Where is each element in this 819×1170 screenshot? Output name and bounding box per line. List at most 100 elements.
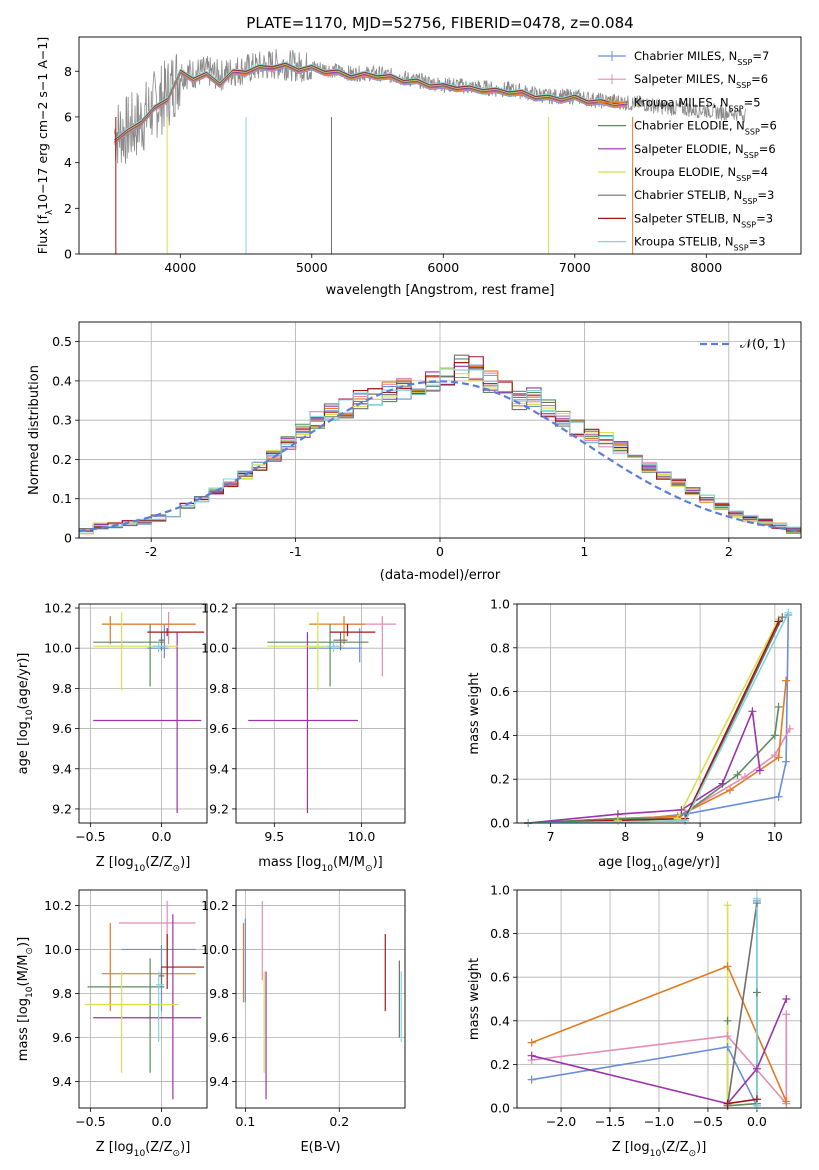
y-tick-label: 9.8 <box>52 986 72 1001</box>
y-tick-label: 9.8 <box>52 681 72 696</box>
weight-point-marker <box>784 608 793 617</box>
y-tick-label: 10.2 <box>201 601 229 616</box>
x-tick-label: 0.0 <box>152 1114 172 1129</box>
weight-point-marker <box>726 786 734 795</box>
y-tick-label: 0.1 <box>52 491 72 506</box>
weight-line <box>528 706 780 823</box>
weight-point-marker <box>782 1010 791 1019</box>
weight-point-marker <box>774 792 783 801</box>
spectrum-model-line <box>114 67 628 145</box>
y-tick-label: 0 <box>64 247 72 262</box>
x-tick-label: −1.5 <box>595 1114 625 1129</box>
weight-point-marker <box>774 702 783 711</box>
spectrum-model-line <box>114 65 628 143</box>
x-axis-label: Z [log10(Z/Z⊙)] <box>96 855 191 874</box>
legend-label: Salpeter MILES, NSSP=6 <box>634 72 768 90</box>
weight-point-marker <box>752 988 761 997</box>
normal-curve-line <box>79 380 801 533</box>
x-tick-label: 8000 <box>690 260 722 275</box>
y-tick-label: 10.2 <box>44 898 72 913</box>
weight-line <box>528 708 761 823</box>
weight-point-marker <box>681 816 690 825</box>
y-tick-label: 10.0 <box>44 942 72 957</box>
panel-mass-vs-z: −0.5 0.0 9.4 9.6 9.8 10.0 10.2 Z [log10(Z/Z⊙)] m… <box>16 889 208 1159</box>
panel-age-vs-z: −0.5 0.0 9.2 9.4 9.6 9.8 10.0 10.2 Z [log10(Z/Z⊙… <box>16 601 208 874</box>
spectrum-model-line <box>114 65 628 144</box>
weight-point-marker <box>782 1097 791 1106</box>
y-tick-label: 0.0 <box>490 816 510 831</box>
legend-label: Kroupa ELODIE, NSSP=4 <box>634 165 768 183</box>
x-tick-label: 9 <box>696 829 704 844</box>
legend-label: Kroupa MILES, NSSP=5 <box>634 95 761 113</box>
axes-frame <box>235 603 406 824</box>
y-tick-label: 0.0 <box>490 1101 510 1116</box>
y-tick-label: 0.8 <box>490 926 510 941</box>
y-tick-label: 9.4 <box>209 761 229 776</box>
y-tick-label: 8 <box>64 64 72 79</box>
spectrum-model-line <box>114 64 628 142</box>
weight-point-marker <box>718 779 727 788</box>
y-tick-label: 10.2 <box>44 601 72 616</box>
panel-spectrum: 4000 5000 6000 7000 8000 0 2 4 6 8 wavelength [Ang… <box>35 36 802 298</box>
weight-point-marker <box>723 1042 732 1051</box>
weight-point-marker <box>755 766 764 775</box>
y-tick-label: 9.8 <box>209 986 229 1001</box>
x-axis-label: mass [log10(M/M⊙)] <box>258 855 382 874</box>
y-tick-label: 6 <box>64 109 72 124</box>
weight-point-marker <box>782 676 791 685</box>
y-tick-label: 0.2 <box>52 452 72 467</box>
spectrum-model-line <box>114 66 628 145</box>
weight-point-marker <box>613 816 622 825</box>
weight-point-marker <box>673 814 682 823</box>
x-tick-label: 0 <box>436 544 444 559</box>
weight-point-marker <box>733 770 742 779</box>
x-tick-label: −0.5 <box>75 1114 105 1129</box>
x-tick-label: -1 <box>289 544 301 559</box>
weight-point-marker <box>778 613 787 622</box>
y-tick-label: 9.4 <box>209 1074 229 1089</box>
y-tick-label: 9.2 <box>209 801 229 816</box>
weight-point-marker <box>752 1101 761 1110</box>
figure-title: PLATE=1170, MJD=52756, FIBERID=0478, z=0… <box>246 14 633 32</box>
y-tick-label: 0.5 <box>52 334 72 349</box>
x-tick-label: 0.1 <box>235 1114 255 1129</box>
y-axis-label: mass [log10(M/M⊙)] <box>16 937 35 1061</box>
y-tick-label: 0 <box>64 531 72 546</box>
x-axis-label: E(B-V) <box>300 1140 340 1155</box>
spectrum-model-line <box>114 61 628 140</box>
x-tick-label: -2 <box>145 544 157 559</box>
weight-point-marker <box>774 617 783 626</box>
y-axis-label: Normed distribution <box>27 365 42 495</box>
weight-point-marker <box>723 901 732 910</box>
legend-label: 𝒩(0, 1) <box>740 336 786 351</box>
y-tick-label: 10.2 <box>201 898 229 913</box>
legend-label: Salpeter ELODIE, NSSP=6 <box>634 142 776 160</box>
weight-point-marker <box>723 1016 732 1025</box>
x-axis-label: (data-model)/error <box>380 568 501 583</box>
y-tick-label: 10.0 <box>201 641 229 656</box>
plot-area-mass-vs-z <box>84 901 205 1100</box>
weight-point-marker <box>748 707 757 716</box>
x-tick-label: 0.0 <box>152 829 172 844</box>
weight-point-marker <box>527 1075 536 1084</box>
axes-frame <box>78 889 208 1109</box>
spectrum-model-line <box>114 62 628 141</box>
x-tick-label: 1 <box>580 544 588 559</box>
spectrum-model-line <box>114 62 628 140</box>
y-tick-label: 0.2 <box>490 772 510 787</box>
x-axis-label: Z [log10(Z/Z⊙)] <box>612 1140 707 1159</box>
y-tick-label: 0.4 <box>490 1013 510 1028</box>
x-tick-label: 7000 <box>559 260 591 275</box>
x-axis-label: Z [log10(Z/Z⊙)] <box>96 1140 191 1159</box>
y-tick-label: 0.8 <box>490 640 510 655</box>
weight-point-marker <box>723 962 732 971</box>
y-tick-label: 4 <box>64 155 72 170</box>
y-axis-label: Flux [fλ10−17 erg cm−2 s−1 A−1] <box>35 37 55 255</box>
x-tick-label: 10.0 <box>348 829 376 844</box>
weight-line <box>726 902 758 1106</box>
y-tick-label: 2 <box>64 201 72 216</box>
y-tick-label: 0.2 <box>490 1057 510 1072</box>
axes-frame <box>516 889 802 1109</box>
x-tick-label: 9.5 <box>264 829 284 844</box>
